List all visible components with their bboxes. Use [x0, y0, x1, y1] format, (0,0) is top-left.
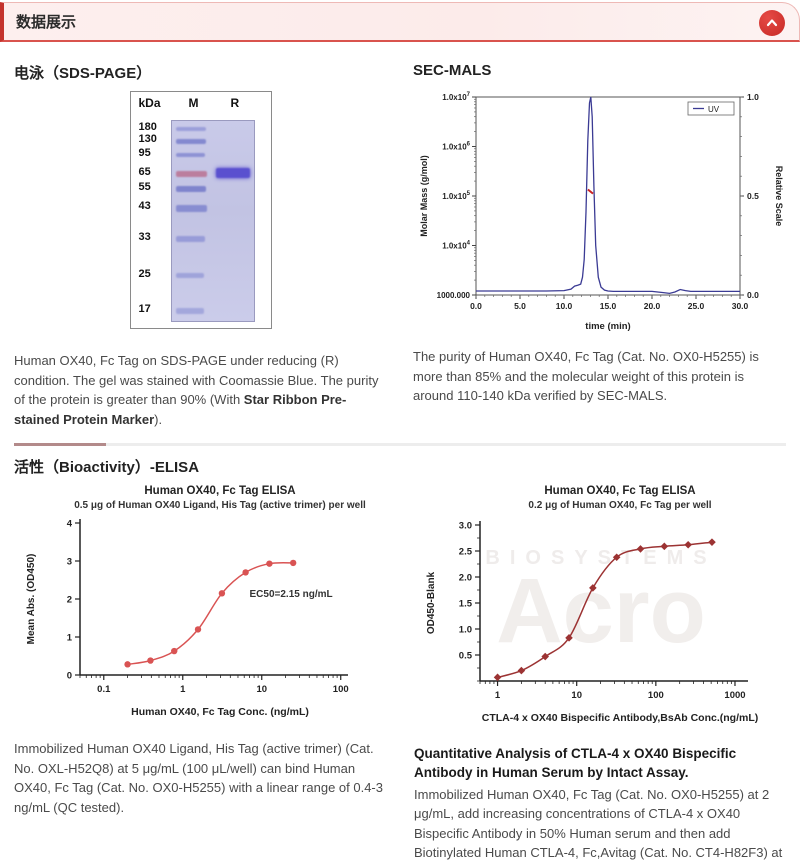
svg-text:UV: UV [708, 105, 720, 114]
gel-marker-band [175, 127, 206, 132]
svg-text:3.0: 3.0 [459, 521, 472, 532]
elisa-bsab-figure: BIOSYSTEMS Acro Human OX40, Fc Tag ELISA… [414, 481, 788, 739]
svg-text:1.0: 1.0 [459, 625, 472, 636]
svg-text:Human OX40, Fc Tag ELISA: Human OX40, Fc Tag ELISA [544, 485, 695, 497]
svg-text:0.0: 0.0 [747, 290, 759, 300]
svg-text:0: 0 [67, 671, 72, 682]
gel-kda-label: 25 [138, 267, 151, 280]
sds-page-section: 电泳（SDS-PAGE） kDa M R 180 130 95 65 55 43 33 25 1… [14, 54, 387, 429]
gel-kda-label: 65 [138, 165, 151, 178]
elisa-bsab-caption-heading: Quantitative Analysis of CTLA-4 x OX40 B… [414, 746, 737, 780]
gel-marker-band [175, 138, 206, 144]
sds-page-gel-figure: kDa M R 180 130 95 65 55 43 33 25 17 [129, 91, 272, 329]
svg-text:15.0: 15.0 [599, 301, 616, 311]
gel-kda-label: 33 [138, 230, 151, 243]
elisa-bsab-caption-body: Immobilized Human OX40, Fc Tag (Cat. No.… [414, 786, 783, 861]
svg-text:Molar Mass (g/mol): Molar Mass (g/mol) [419, 155, 429, 237]
svg-text:Human OX40, Fc Tag Conc. (ng/m: Human OX40, Fc Tag Conc. (ng/mL) [131, 706, 309, 718]
gel-kda-label: 180 [138, 121, 157, 134]
sec-mals-caption: The purity of Human OX40, Fc Tag (Cat. N… [413, 349, 759, 403]
gel-marker-band [175, 170, 207, 177]
bioactivity-title: 活性（Bioactivity）-ELISA [14, 459, 200, 476]
collapse-section-button[interactable] [759, 10, 785, 36]
elisa-left-column: Human OX40, Fc Tag ELISA 0.5 μg of Human … [14, 481, 388, 861]
svg-text:0.0: 0.0 [470, 301, 482, 311]
svg-text:2.0: 2.0 [459, 573, 472, 584]
section-divider [14, 443, 786, 446]
gel-kda-label: 55 [138, 180, 151, 193]
gel-kda-label: 130 [138, 133, 157, 146]
svg-text:10: 10 [571, 690, 582, 701]
svg-text:1: 1 [180, 684, 186, 695]
svg-text:1: 1 [495, 690, 501, 701]
elisa-bsab-chart: Human OX40, Fc Tag ELISA 0.2 μg of Human … [426, 485, 759, 724]
data-display-content: 电泳（SDS-PAGE） kDa M R 180 130 95 65 55 43 33 25 1… [0, 42, 800, 861]
gel-lane-label-r: R [230, 96, 240, 110]
svg-text:1.5: 1.5 [459, 599, 473, 610]
gel-marker-band [175, 273, 204, 278]
svg-text:1.0x105: 1.0x105 [442, 191, 470, 201]
svg-text:100: 100 [333, 684, 349, 695]
svg-text:2.5: 2.5 [459, 547, 473, 558]
svg-text:10: 10 [256, 684, 267, 695]
sds-page-caption: Human OX40, Fc Tag on SDS-PAGE under red… [14, 351, 387, 429]
svg-text:100: 100 [648, 690, 664, 701]
elisa-ligand-chart: Human OX40, Fc Tag ELISA 0.5 μg of Human … [26, 485, 366, 718]
data-display-header: 数据展示 [0, 2, 800, 42]
svg-text:20.0: 20.0 [643, 301, 660, 311]
svg-text:EC50=2.15 ng/mL: EC50=2.15 ng/mL [250, 589, 333, 600]
gel-kda-label: 95 [138, 147, 151, 160]
svg-text:1.0x104: 1.0x104 [442, 241, 470, 251]
svg-text:0.1: 0.1 [97, 684, 111, 695]
svg-text:0.5: 0.5 [747, 191, 759, 201]
caption-text: Human OX40, Fc Tag on SDS-PAGE under red… [14, 353, 379, 407]
elisa-ligand-figure: Human OX40, Fc Tag ELISA 0.5 μg of Human … [14, 481, 388, 733]
marker-link[interactable]: Star Ribbon Pre-stained Protein Marker [14, 392, 347, 427]
sec-mals-section: SEC-MALS 1.0x107 1.0x106 1.0x105 1.0x104 100… [413, 54, 786, 429]
svg-text:0.2 μg of Human OX40, Fc Tag: 0.2 μg of Human OX40, Fc Tag per well [528, 500, 711, 511]
svg-text:1000: 1000 [724, 690, 745, 701]
gel-marker-band [175, 307, 204, 314]
svg-text:3: 3 [67, 557, 72, 568]
sds-page-title: 电泳（SDS-PAGE） [14, 65, 152, 82]
gel-sample-band [215, 167, 250, 178]
sec-mals-title: SEC-MALS [413, 62, 492, 79]
gel-kda-label: 43 [138, 200, 151, 213]
svg-text:2: 2 [67, 595, 72, 606]
svg-text:4: 4 [67, 519, 73, 530]
caption-text: ). [154, 411, 163, 427]
svg-text:5.0: 5.0 [514, 301, 526, 311]
svg-text:30.0: 30.0 [731, 301, 748, 311]
svg-text:1000.000: 1000.000 [436, 291, 470, 300]
svg-text:1.0x107: 1.0x107 [442, 92, 470, 102]
svg-text:Relative Scale: Relative Scale [774, 166, 784, 227]
gel-marker-band [175, 185, 206, 192]
svg-text:OD450-Blank: OD450-Blank [426, 571, 437, 634]
elisa-right-column: BIOSYSTEMS Acro Human OX40, Fc Tag ELISA… [414, 481, 788, 861]
bioactivity-section: 活性（Bioactivity）-ELISA Human OX40, Fc Tag… [14, 456, 786, 861]
svg-text:25.0: 25.0 [687, 301, 704, 311]
svg-text:CTLA-4 x OX40 Bispecific Antib: CTLA-4 x OX40 Bispecific Antibody,BsAb C… [482, 712, 759, 724]
svg-text:0.5 μg of Human OX40 Ligand, H: 0.5 μg of Human OX40 Ligand, His Tag (ac… [74, 500, 366, 511]
page-title: 数据展示 [16, 14, 77, 31]
svg-text:1.0: 1.0 [747, 92, 759, 102]
svg-text:10.0: 10.0 [555, 301, 572, 311]
svg-text:0.5: 0.5 [459, 651, 473, 662]
gel-marker-band [175, 204, 207, 212]
gel-unit-label: kDa [138, 96, 161, 110]
chevron-up-icon [766, 19, 778, 27]
svg-text:1: 1 [67, 633, 73, 644]
elisa-ligand-caption: Immobilized Human OX40 Ligand, His Tag (… [14, 741, 383, 815]
gel-marker-band [175, 235, 205, 242]
svg-text:1.0x106: 1.0x106 [442, 142, 470, 152]
gel-marker-band [175, 153, 205, 158]
gel-kda-label: 17 [138, 302, 151, 315]
svg-text:time (min): time (min) [585, 321, 630, 332]
gel-lane-label-m: M [188, 96, 199, 110]
svg-text:Human OX40, Fc Tag ELISA: Human OX40, Fc Tag ELISA [144, 485, 295, 497]
svg-text:Mean Abs. (OD450): Mean Abs. (OD450) [26, 554, 37, 645]
gel-lane-image [170, 120, 255, 322]
